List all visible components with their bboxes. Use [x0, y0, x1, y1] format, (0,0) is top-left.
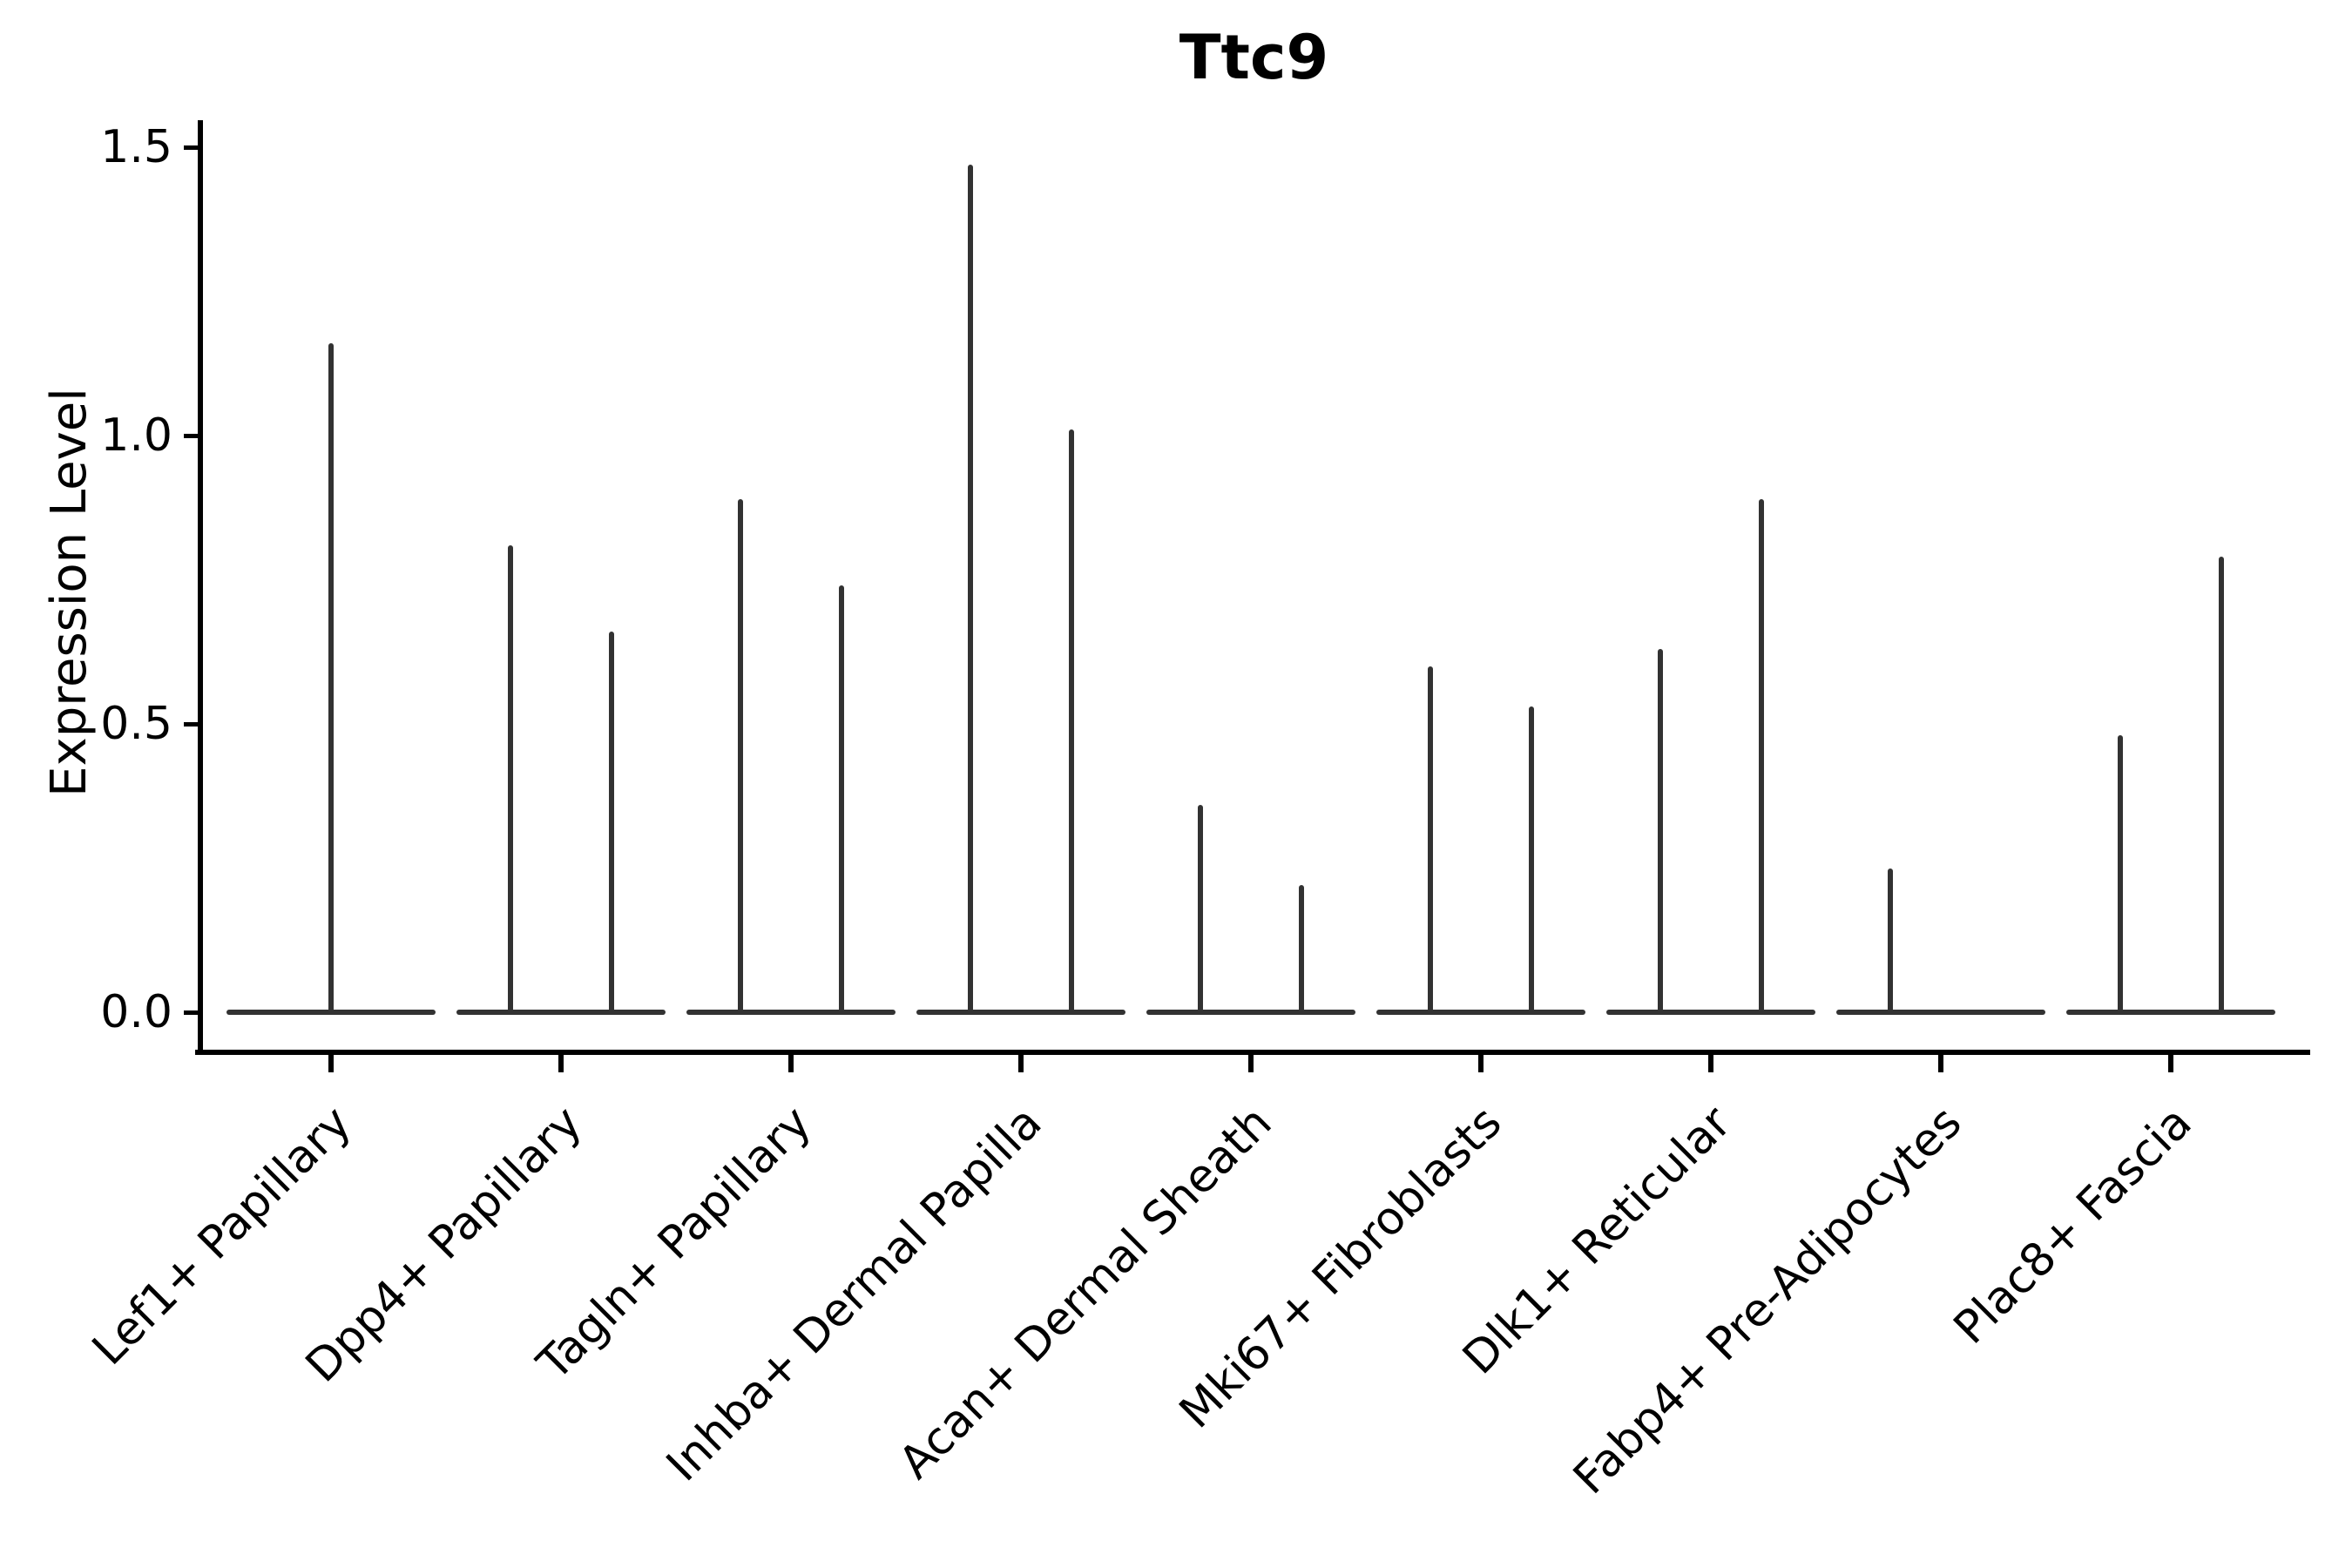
y-tick-mark — [184, 434, 198, 438]
x-tick-mark — [328, 1055, 334, 1072]
violin-baseline — [1836, 1010, 2045, 1015]
violin-spike — [839, 585, 844, 1012]
y-tick-mark — [184, 145, 198, 150]
violin-baseline — [1376, 1010, 1585, 1015]
violin-spike — [609, 632, 614, 1012]
y-tick-label: 0.0 — [100, 986, 172, 1038]
x-tick-mark — [1478, 1055, 1484, 1072]
violin-spike — [1759, 498, 1764, 1012]
y-axis-line — [198, 120, 203, 1055]
x-tick-mark — [1018, 1055, 1024, 1072]
violin-spike — [1069, 429, 1074, 1012]
violin-spike — [1198, 804, 1203, 1012]
x-tick-mark — [788, 1055, 794, 1072]
x-tick-mark — [1938, 1055, 1943, 1072]
y-tick-mark — [184, 1010, 198, 1015]
violin-baseline — [1606, 1010, 1815, 1015]
violin-baseline — [456, 1010, 666, 1015]
y-tick-label: 0.5 — [100, 698, 172, 750]
violin-spike — [2219, 557, 2224, 1012]
x-tick-mark — [1248, 1055, 1254, 1072]
x-tick-label: Acan+ Dermal Sheath — [889, 1096, 1282, 1490]
violin-spike — [1299, 885, 1304, 1012]
y-tick-label: 1.0 — [100, 409, 172, 462]
violin-spike — [1888, 868, 1893, 1012]
violin-spike — [1428, 666, 1433, 1012]
x-axis-line — [195, 1050, 2310, 1055]
y-tick-mark — [184, 722, 198, 727]
violin-baseline — [1146, 1010, 1355, 1015]
violin-baseline — [226, 1010, 436, 1015]
x-tick-label: Inhba+ Dermal Papilla — [656, 1096, 1052, 1492]
plot-title: Ttc9 — [1179, 22, 1329, 93]
violin-spike — [328, 343, 334, 1012]
violin-spike — [508, 544, 513, 1012]
x-tick-mark — [1708, 1055, 1713, 1072]
violin-baseline — [2066, 1010, 2275, 1015]
violin-spike — [2118, 735, 2123, 1012]
x-tick-mark — [2168, 1055, 2173, 1072]
x-tick-mark — [558, 1055, 564, 1072]
violin-spike — [738, 498, 743, 1012]
violin-baseline — [686, 1010, 896, 1015]
violin-baseline — [916, 1010, 1125, 1015]
violin-spike — [1529, 706, 1534, 1012]
x-tick-label: Plac8+ Fascia — [1943, 1096, 2202, 1355]
violin-spike — [968, 164, 973, 1012]
y-tick-label: 1.5 — [100, 121, 172, 173]
x-tick-label: Fabp4+ Pre-Adipocytes — [1563, 1096, 1972, 1505]
violin-spike — [1658, 648, 1663, 1012]
